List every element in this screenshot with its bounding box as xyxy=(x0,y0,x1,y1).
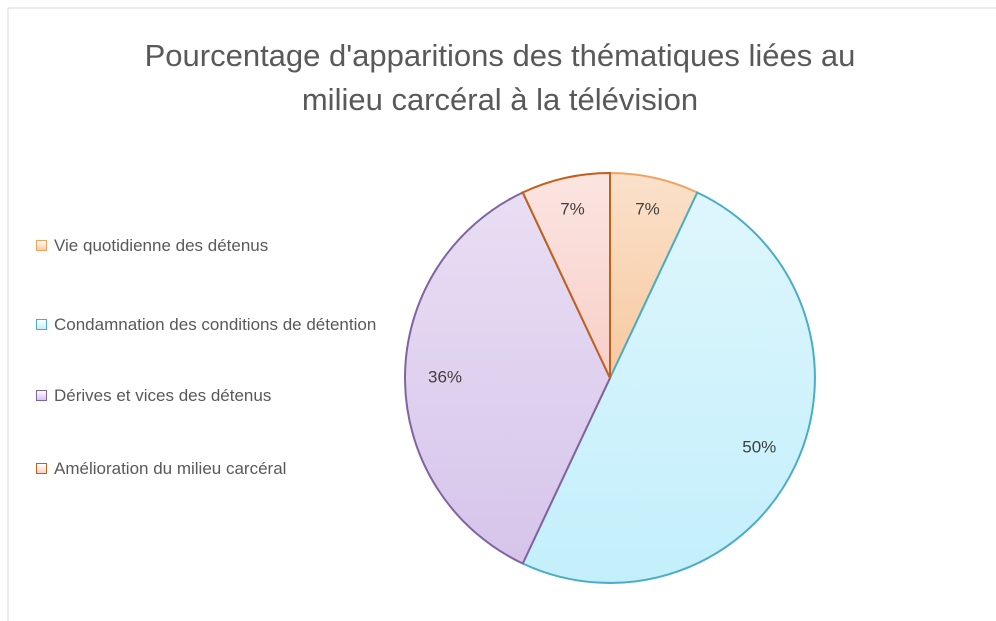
legend-swatch xyxy=(36,463,47,474)
legend-swatch xyxy=(36,240,47,251)
data-label: 50% xyxy=(742,438,776,457)
pie-slice xyxy=(521,191,816,584)
legend-swatch xyxy=(36,390,47,401)
pie-slice xyxy=(404,191,612,565)
legend-item: Dérives et vices des détenus xyxy=(36,382,384,410)
legend-item: Vie quotidienne des détenus xyxy=(36,232,384,260)
legend-label: Dérives et vices des détenus xyxy=(54,386,272,405)
legend-item: Amélioration du milieu carcéral xyxy=(36,455,384,483)
legend-label: Vie quotidienne des détenus xyxy=(54,236,269,255)
data-label: 7% xyxy=(635,200,660,219)
data-label: 7% xyxy=(560,200,585,219)
legend-swatch xyxy=(36,319,47,330)
legend-item: Condamnation des conditions de détention xyxy=(36,311,384,339)
legend-label: Amélioration du milieu carcéral xyxy=(54,459,287,478)
legend-label: Condamnation des conditions de détention xyxy=(54,315,377,334)
chart-title: Pourcentage d'apparitions des thématique… xyxy=(144,38,856,117)
data-label: 36% xyxy=(428,367,462,386)
pie-slice xyxy=(521,171,611,379)
